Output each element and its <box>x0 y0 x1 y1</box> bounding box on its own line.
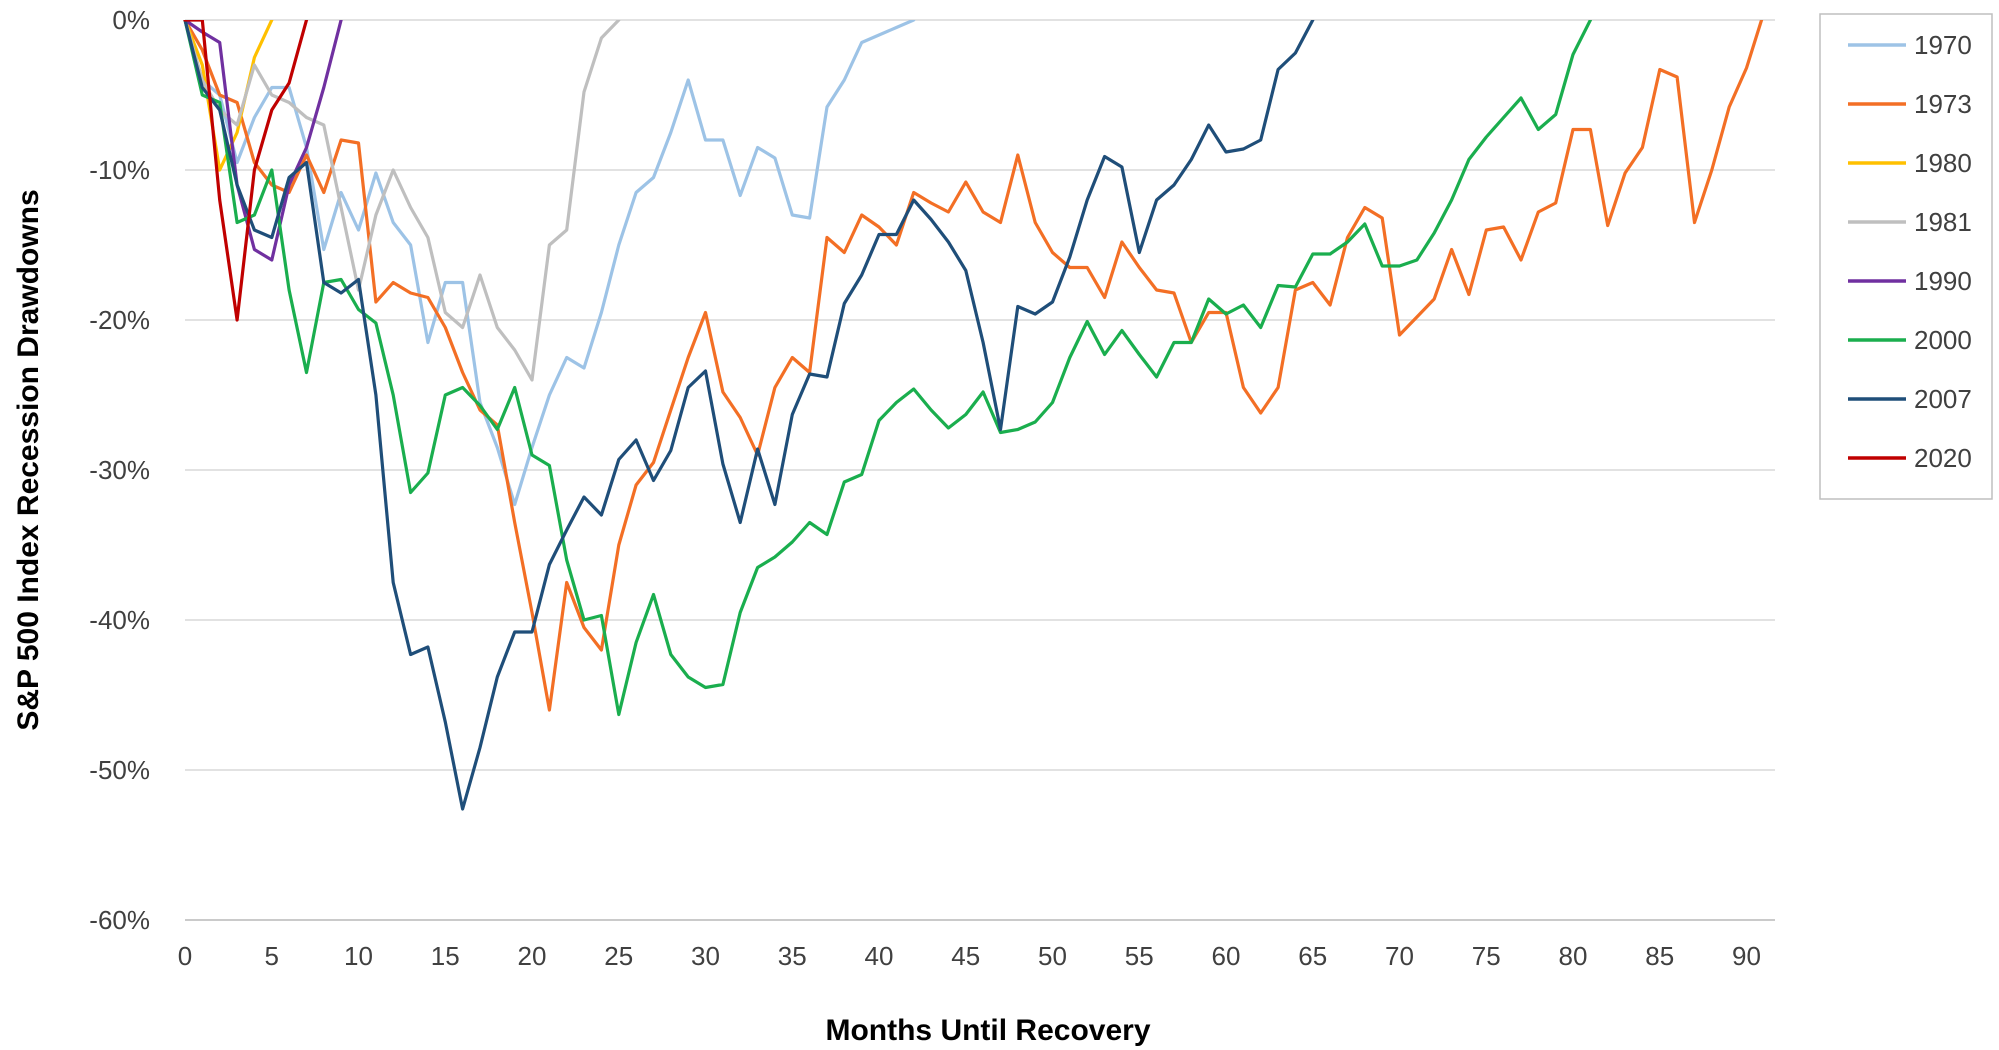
y-tick-label: -50% <box>89 755 150 785</box>
legend-label-1980: 1980 <box>1914 148 1972 178</box>
y-tick-label: -30% <box>89 455 150 485</box>
x-tick-label: 15 <box>431 941 460 971</box>
gridlines <box>185 19 1775 921</box>
x-tick-label: 30 <box>691 941 720 971</box>
x-tick-label: 70 <box>1385 941 1414 971</box>
x-tick-label: 0 <box>178 941 192 971</box>
legend-label-1990: 1990 <box>1914 266 1972 296</box>
x-tick-label: 40 <box>865 941 894 971</box>
x-tick-label: 10 <box>344 941 373 971</box>
series-line-1981 <box>183 20 621 382</box>
y-tick-label: -60% <box>89 905 150 935</box>
legend-label-2007: 2007 <box>1914 384 1972 414</box>
y-axis-title: S&P 500 Index Recession Drawdowns <box>12 189 45 730</box>
x-tick-label: 50 <box>1038 941 1067 971</box>
legend-label-2000: 2000 <box>1914 325 1972 355</box>
x-tick-label: 90 <box>1732 941 1761 971</box>
x-tick-label: 75 <box>1472 941 1501 971</box>
x-tick-label: 20 <box>518 941 547 971</box>
series-lines <box>183 20 1764 811</box>
x-tick-label: 80 <box>1559 941 1588 971</box>
legend-label-2020: 2020 <box>1914 443 1972 473</box>
series-line-2000 <box>183 20 1593 717</box>
series-line-2007 <box>183 20 1315 811</box>
legend-items: 1970 1973 1980 1981 1990 2000 2007 2020 <box>1848 30 1972 473</box>
y-tick-label: -10% <box>89 155 150 185</box>
y-tick-label: -40% <box>89 605 150 635</box>
series-line-2020 <box>183 20 309 322</box>
series-line-1973 <box>183 20 1764 712</box>
legend-label-1981: 1981 <box>1914 207 1972 237</box>
x-tick-label: 5 <box>265 941 279 971</box>
x-tick-label: 65 <box>1298 941 1327 971</box>
x-tick-label: 35 <box>778 941 807 971</box>
legend-label-1970: 1970 <box>1914 30 1972 60</box>
x-axis-title: Months Until Recovery <box>825 1014 1150 1047</box>
legend-label-1973: 1973 <box>1914 89 1972 119</box>
y-tick-label: -20% <box>89 305 150 335</box>
tick-labels: 0% -10% -20% -30% -40% -50% -60% 0 5 10 15 20 25 30 35… <box>89 5 1761 971</box>
x-tick-label: 45 <box>951 941 980 971</box>
x-tick-label: 85 <box>1645 941 1674 971</box>
series-line-1990 <box>183 20 343 262</box>
legend-box <box>1819 13 1993 500</box>
x-tick-label: 25 <box>604 941 633 971</box>
x-tick-label: 60 <box>1212 941 1241 971</box>
y-tick-label: 0% <box>112 5 150 35</box>
legend: 1970 1973 1980 1981 1990 2000 2007 2020 <box>1819 13 1993 500</box>
x-tick-label: 55 <box>1125 941 1154 971</box>
series-line-1970 <box>183 20 916 507</box>
